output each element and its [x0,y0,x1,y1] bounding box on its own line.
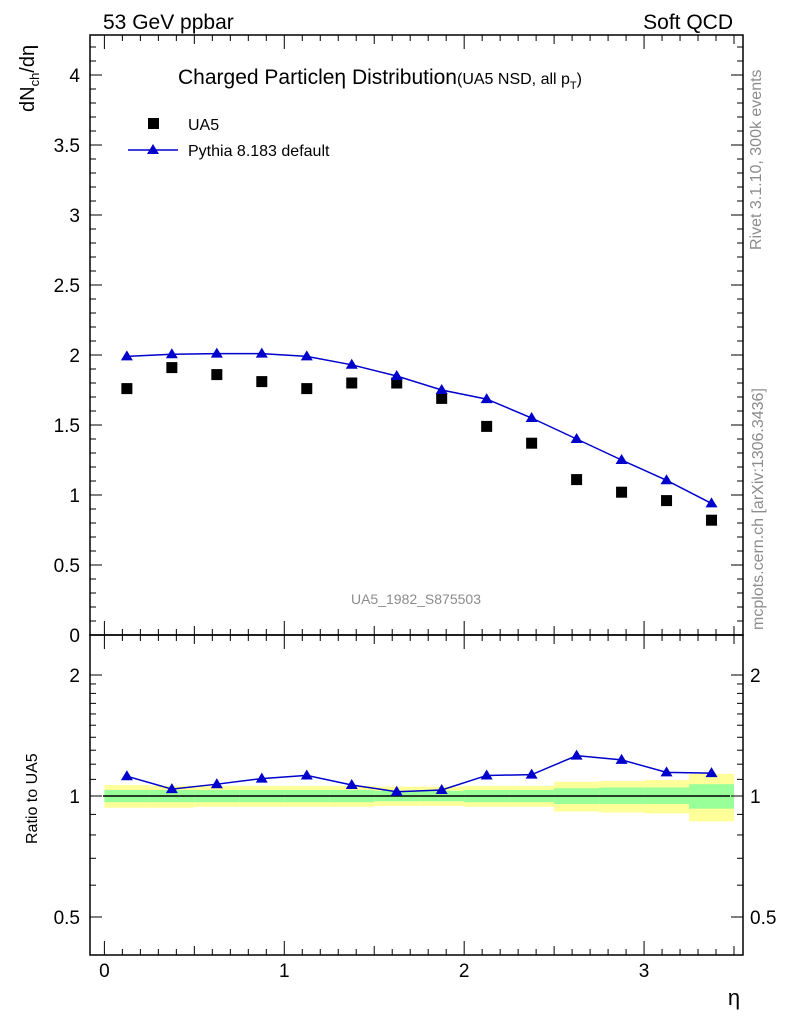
ylabel-main: dN [17,86,39,112]
ua5-data-point [616,486,628,498]
ratio-series [120,749,718,796]
ratio-pythia-point [435,783,448,794]
main-ytick-label: 0.5 [54,556,80,577]
title-note: (UA5 NSD, all p [457,71,570,88]
legend: UA5 Pythia 8.183 default [128,117,330,160]
main-ytick-label: 3 [69,206,80,227]
ratio-panel: 0.5 0.5 1 1 2 2 0 1 2 3 Ratio to UA5 η [24,35,776,1010]
header-left-label: 53 GeV ppbar [103,11,234,34]
header-right-label: Soft QCD [643,11,733,34]
pythia-point [570,433,583,443]
ua5-data-point [481,420,493,432]
ratio-pythia-point [705,767,718,778]
main-title: Charged Particleη Distribution(UA5 NSD, … [178,66,582,92]
ratio-pythia-point [615,753,628,764]
legend-pythia-label: Pythia 8.183 default [188,143,330,160]
ratio-ytick-label: 2 [69,666,80,687]
pythia-point [615,454,628,464]
title-note-sub: T [570,80,577,92]
ratio-ytick-label: 0.5 [54,908,80,929]
ratio-ytick-label-right: 1 [750,787,761,808]
x-axis: 0 1 2 3 [99,35,735,982]
main-ytick-label: 1.5 [54,416,80,437]
xtick-label: 1 [279,961,290,982]
ratio-pythia-point [255,772,268,783]
ratio-pythia-point [210,778,223,789]
title-main-text: Charged Particle [178,66,334,89]
ratio-y-label: Ratio to UA5 [24,753,41,844]
pythia-point [390,370,403,380]
ratio-pythia-point [525,768,538,779]
ua5-data-point [526,437,538,449]
pythia-point [660,474,673,485]
x-axis-label: η [728,985,740,1010]
ua5-data-point [211,369,223,381]
xtick-label: 2 [459,961,470,982]
legend-ua5-label: UA5 [188,117,219,134]
pythia-point [525,412,538,422]
pythia-point [435,384,448,394]
ua5-data-point [346,377,358,389]
ratio-y-axis: 0.5 0.5 1 1 2 2 [54,666,777,929]
main-ytick-label: 2.5 [54,276,80,297]
main-ytick-label: 4 [69,66,80,87]
main-ytick-label: 3.5 [54,136,80,157]
ua5-data-point [166,362,178,374]
pythia-point [480,393,493,404]
ua5-data-point [256,376,268,388]
ua5-data-point [436,392,448,404]
analysis-watermark: UA5_1982_S875503 [351,591,481,607]
title-rest-text: Distribution [346,66,457,89]
ratio-frame [89,634,744,956]
main-panel: 0 0.5 1 1.5 2 2.5 3 3.5 4 Charged Particleη Dist… [17,34,744,647]
ua5-data-point [391,377,403,389]
title-eta-symbol: η [334,66,346,89]
main-series [120,347,718,526]
main-ytick-label: 1 [69,486,80,507]
main-ytick-label: 2 [69,346,80,367]
ua5-data-point [661,495,673,507]
ratio-pythia-point [480,769,493,780]
main-y-label: dNch/dη [17,45,42,112]
legend-ua5-marker [148,118,159,129]
pythia-point [120,350,133,361]
ua5-data-point [706,514,718,526]
rivet-label: Rivet 3.1.10, 300k events [748,69,765,250]
ua5-data-point [121,383,133,395]
ylabel-tail: /dη [17,45,39,73]
ratio-pythia-point [570,749,583,760]
legend-pythia-marker [147,144,159,154]
pythia-point [255,347,268,358]
ua5-data-point [301,383,313,395]
ratio-pythia-line [126,754,712,793]
ua5-data-point [571,474,583,486]
ratio-pythia-point [165,783,178,794]
main-ytick-label: 0 [69,626,80,647]
ratio-ytick-label-right: 0.5 [750,908,776,929]
ratio-pythia-point [120,770,133,781]
xtick-label: 3 [639,961,650,982]
pythia-line [126,352,712,505]
title-note-end: ) [577,71,582,88]
xtick-label: 0 [99,961,110,982]
ylabel-sub: ch [27,73,42,87]
pythia-point [210,347,223,358]
ratio-pythia-point [345,779,358,790]
ratio-ytick-label: 1 [69,787,80,808]
mcplots-label: mcplots.cern.ch [arXiv:1306.3436] [750,388,767,630]
pythia-point [300,350,313,361]
ratio-pythia-point [390,785,403,796]
ratio-bands [104,773,735,822]
ratio-pythia-point [660,766,673,777]
ratio-ytick-label-right: 2 [750,666,761,687]
pythia-point [345,358,358,369]
pythia-point [705,497,718,508]
ratio-pythia-point [300,769,313,780]
pythia-point [165,348,178,359]
main-y-axis: 0 0.5 1 1.5 2 2.5 3 3.5 4 [54,46,743,647]
